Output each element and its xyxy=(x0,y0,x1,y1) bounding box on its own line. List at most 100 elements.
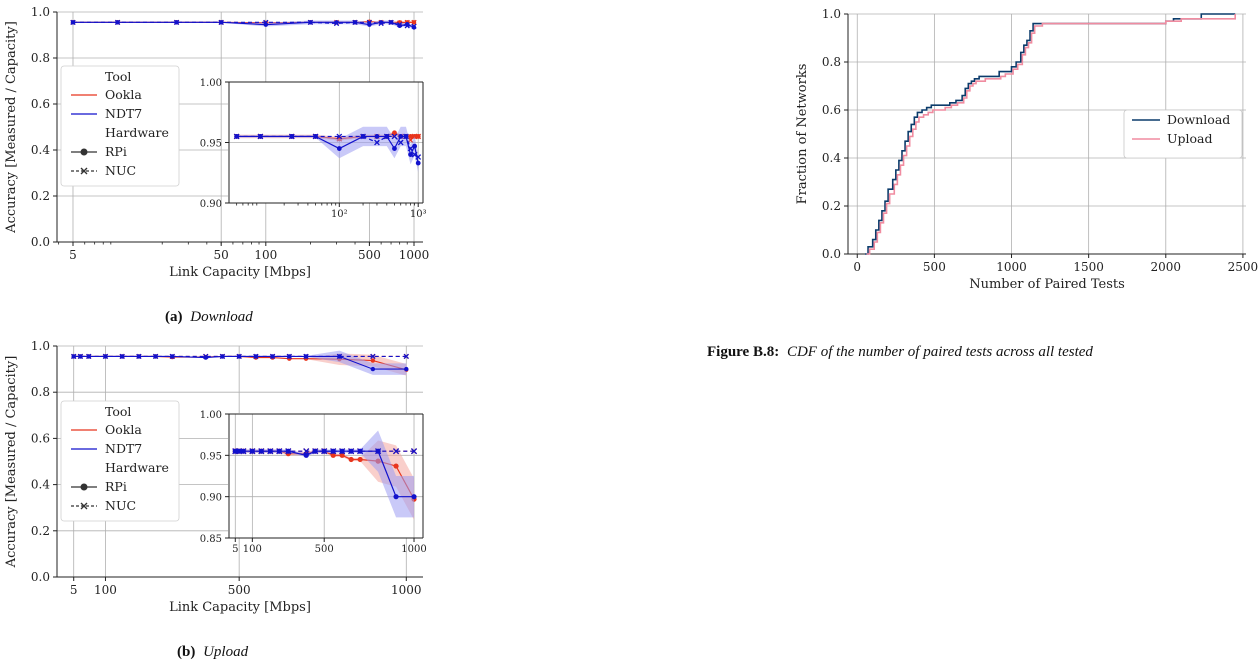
nuc-marker xyxy=(410,448,418,455)
nuc-marker xyxy=(119,353,125,360)
nuc-marker xyxy=(267,448,274,455)
x-tick-label: 0 xyxy=(853,260,861,274)
x-tick-label: 5 xyxy=(70,583,78,597)
legend-tool-title: Tool xyxy=(105,69,131,84)
rpi-marker xyxy=(339,452,345,458)
nuc-marker xyxy=(235,448,242,455)
rpi-marker xyxy=(411,494,417,500)
nuc-marker xyxy=(357,448,364,455)
nuc-marker xyxy=(236,353,242,360)
x-tick-label: 10³ xyxy=(410,209,427,220)
y-tick-label: 0.2 xyxy=(31,189,50,203)
x-tick-label: 1000 xyxy=(401,544,426,555)
rpi-marker xyxy=(411,25,417,30)
y-tick-label: 0.6 xyxy=(31,431,50,445)
caption-upload-text: Upload xyxy=(203,644,249,660)
rpi-marker xyxy=(393,494,399,500)
nuc-marker xyxy=(403,353,409,360)
y-tick-label: 0.2 xyxy=(822,199,841,213)
nuc-marker xyxy=(249,448,256,455)
legend-hardware-title: Hardware xyxy=(105,460,169,475)
x-tick-label: 100 xyxy=(243,544,262,555)
caption-figure-text: CDF of the number of paired tests across… xyxy=(787,344,1093,360)
y-tick-label: 0.8 xyxy=(31,385,50,399)
rpi-marker xyxy=(370,366,376,372)
y-tick-label: 1.00 xyxy=(200,78,222,89)
confidence-band xyxy=(236,126,419,173)
nuc-marker xyxy=(136,353,142,360)
nuc-marker xyxy=(348,448,355,455)
rpi-marker xyxy=(397,23,402,28)
nuc-marker xyxy=(330,448,337,455)
x-tick-label: 5 xyxy=(232,544,238,555)
nuc-marker xyxy=(411,19,417,26)
x-tick-label: 2000 xyxy=(1151,260,1182,274)
caption-download-label: (a) xyxy=(165,309,183,325)
nuc-marker xyxy=(391,133,398,140)
y-tick-label: 0.95 xyxy=(200,451,222,462)
y-tick-label: 0.8 xyxy=(822,55,841,69)
nuc-marker xyxy=(336,353,343,360)
y-axis-label: Accuracy [Measured / Capacity] xyxy=(4,21,19,234)
rpi-marker xyxy=(408,134,413,139)
rpi-marker xyxy=(398,134,404,139)
nuc-marker xyxy=(203,353,209,360)
rpi-marker xyxy=(412,143,418,149)
legend-nuc-marker xyxy=(80,167,88,175)
y-tick-label: 0.4 xyxy=(822,151,841,165)
y-tick-label: 0.6 xyxy=(822,103,841,117)
nuc-marker xyxy=(360,133,366,140)
nuc-marker xyxy=(388,19,394,26)
caption-download: (a) Download xyxy=(165,309,253,325)
nuc-marker xyxy=(114,19,121,26)
nuc-marker xyxy=(257,133,264,140)
nuc-marker xyxy=(370,353,376,360)
nuc-marker xyxy=(392,448,400,455)
y-axis-label: Fraction of Networks xyxy=(795,64,810,205)
x-tick-label: 2500 xyxy=(1228,260,1259,274)
x-axis-label: Number of Paired Tests xyxy=(969,277,1125,292)
x-tick-label: 5 xyxy=(69,248,77,262)
nuc-marker xyxy=(70,19,76,26)
cdf-chart: 0.0 0.2 0.4 0.6 0.8 1.0 0 500 1000 1500 2000 2500 Nu… xyxy=(795,7,1258,292)
legend-ookla-label: Ookla xyxy=(105,87,142,102)
legend-box xyxy=(60,400,180,522)
nuc-marker xyxy=(77,353,84,360)
legend-ndt7-label: NDT7 xyxy=(105,441,142,456)
x-tick-label: 10² xyxy=(331,209,348,220)
nuc-marker xyxy=(173,19,180,26)
x-tick-label: 500 xyxy=(228,583,251,597)
y-tick-label: 1.0 xyxy=(31,339,50,353)
nuc-marker xyxy=(415,154,422,160)
series-line-ndt7-nuc xyxy=(72,21,415,27)
series-line-ndt7-nuc xyxy=(236,135,419,158)
x-axis-label: Link Capacity [Mbps] xyxy=(169,265,311,280)
x-tick-label: 1000 xyxy=(399,248,430,262)
legend-nuc-marker xyxy=(80,502,88,510)
y-axis-label: Accuracy [Measured / Capacity] xyxy=(4,356,19,569)
nuc-marker xyxy=(404,23,410,29)
rpi-marker xyxy=(392,146,397,151)
nuc-marker xyxy=(276,448,283,455)
nuc-marker xyxy=(218,19,224,26)
nuc-marker xyxy=(374,139,380,146)
rpi-marker xyxy=(392,130,397,136)
x-tick-label: 1500 xyxy=(1073,260,1104,274)
nuc-marker xyxy=(152,353,159,360)
x-axis-label: Link Capacity [Mbps] xyxy=(169,600,311,615)
cdf-line-download xyxy=(864,13,1236,255)
nuc-marker xyxy=(411,151,418,158)
nuc-marker xyxy=(407,145,414,152)
x-tick-label: 100 xyxy=(94,583,117,597)
x-tick-label: 500 xyxy=(923,260,946,274)
rpi-marker xyxy=(370,358,376,363)
caption-figure-label: Figure B.8: xyxy=(707,344,779,360)
nuc-marker xyxy=(307,19,314,26)
nuc-marker xyxy=(333,20,340,27)
nuc-marker xyxy=(71,353,77,360)
nuc-marker xyxy=(263,19,269,26)
rpi-marker xyxy=(303,452,309,458)
legend-upload-label: Upload xyxy=(1167,131,1213,146)
y-tick-label: 1.00 xyxy=(200,410,222,421)
legend-nuc-label: NUC xyxy=(105,498,136,513)
